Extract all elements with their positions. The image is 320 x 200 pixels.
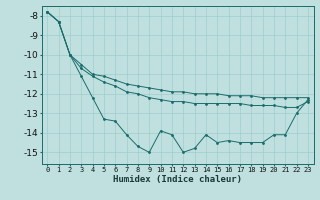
X-axis label: Humidex (Indice chaleur): Humidex (Indice chaleur) [113, 175, 242, 184]
